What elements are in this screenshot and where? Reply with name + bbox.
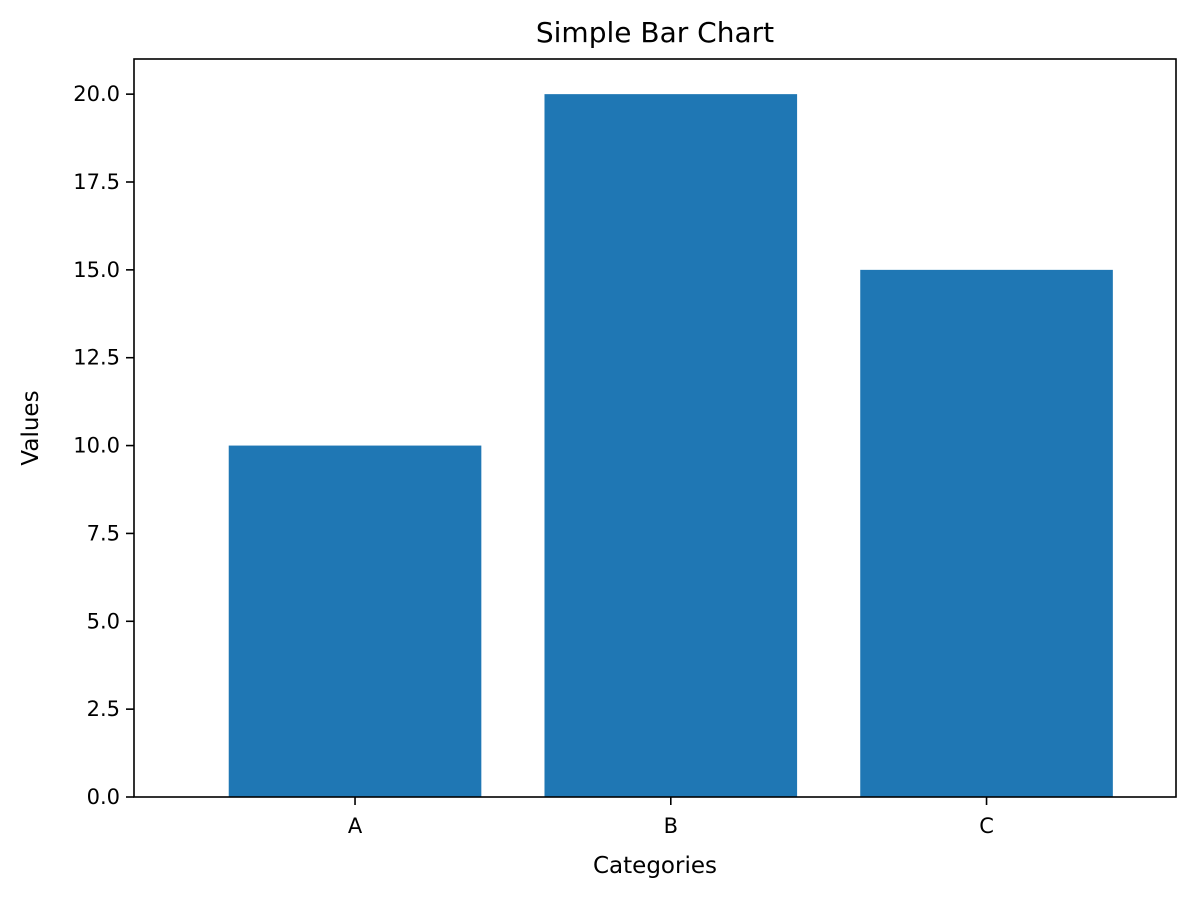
y-tick-label: 12.5: [73, 346, 120, 370]
y-tick-label: 20.0: [73, 82, 120, 106]
bars-layer: [228, 94, 1113, 797]
x-tick-label: A: [348, 814, 363, 838]
y-axis-label: Values: [18, 390, 44, 465]
bar-a: [228, 445, 482, 797]
bar-b: [544, 94, 798, 797]
y-tick-label: 17.5: [73, 170, 120, 194]
y-axis-ticks: 0.0 2.5 5.0 7.5 10.0 12.5 15.0 17.5 20.0: [73, 82, 134, 809]
plot-frame: [133, 58, 1177, 798]
bar-c: [860, 269, 1113, 797]
y-tick-label: 15.0: [73, 258, 120, 282]
y-tick-label: 10.0: [73, 434, 120, 458]
y-tick-label: 2.5: [87, 697, 120, 721]
y-tick-label: 0.0: [87, 785, 120, 809]
chart-title: Simple Bar Chart: [536, 16, 774, 49]
x-axis-ticks: A B C: [348, 797, 994, 838]
x-axis-label: Categories: [593, 853, 717, 879]
x-tick-label: C: [979, 814, 994, 838]
y-tick-label: 7.5: [87, 521, 120, 545]
x-tick-label: B: [664, 814, 678, 838]
y-tick-label: 5.0: [87, 609, 120, 633]
